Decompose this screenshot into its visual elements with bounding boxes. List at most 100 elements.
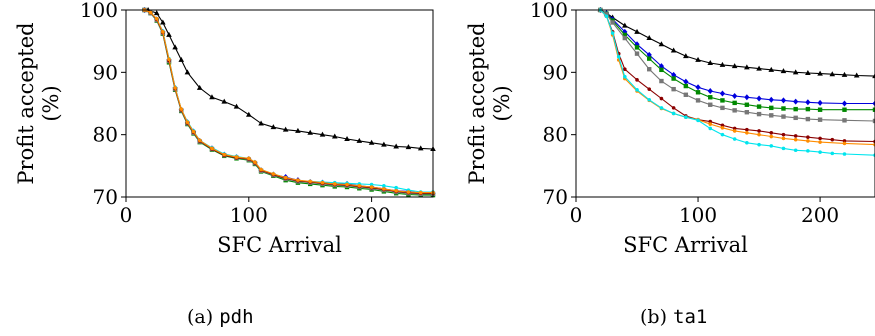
data-point [745,140,749,145]
data-point [320,180,325,185]
data-point [719,90,726,97]
data-point [296,178,300,182]
figure: 70 80 90 100 0 100 200 SFC Arrival Profit accept… [14,0,875,257]
data-point [222,152,227,157]
data-point [769,144,774,148]
y-tick-label: 70 [543,185,568,209]
data-point [418,190,423,195]
data-point [818,136,822,141]
data-point [793,115,798,121]
series-1 [576,7,875,107]
data-point [356,137,363,143]
data-point [283,175,288,180]
data-point [757,132,761,137]
series-1 [126,7,436,197]
data-point [757,142,761,147]
caption-a-code: pdh [219,306,254,328]
data-point [781,146,786,151]
data-point [659,106,664,110]
data-point [744,102,750,107]
data-point [695,98,701,103]
x-tick-label: 200 [353,203,391,227]
chart-panel-a: 70 80 90 100 0 100 200 SFC Arrival Profit accept… [14,0,436,257]
data-point [233,103,240,109]
data-point [167,57,171,62]
data-point [818,140,822,144]
data-point [161,30,165,34]
data-point [308,179,313,184]
data-point [331,133,338,139]
y-tick-label: 90 [93,60,118,84]
data-point [708,122,713,126]
series-3 [126,8,435,194]
data-point [842,152,847,156]
data-point [671,86,676,92]
data-point [185,120,190,124]
data-point [793,137,798,142]
data-point [148,10,153,15]
data-point [622,32,628,38]
data-point [872,118,875,124]
data-point [841,71,848,77]
data-point [793,148,798,153]
data-point [178,56,185,62]
data-point [720,126,725,130]
data-point [817,117,823,122]
data-point [853,72,860,78]
data-point [793,106,798,112]
data-point [818,150,822,154]
data-point [259,167,263,172]
data-point [622,22,628,28]
series-line [126,9,433,194]
data-point [610,20,615,25]
data-point [781,136,786,141]
data-point [720,123,725,128]
data-point [221,98,228,104]
data-point [405,144,412,150]
series-line [126,9,433,193]
data-point [696,118,700,123]
data-point [319,131,326,137]
data-point [635,78,639,82]
data-point [258,120,264,126]
data-point [671,76,676,81]
data-point [745,130,749,135]
data-point [635,87,639,92]
series-line [126,9,434,150]
y-axis-unit-label: (%) [39,85,63,121]
data-point [634,28,640,34]
data-point [683,78,689,85]
data-point [842,141,847,146]
x-tick-label: 200 [801,203,839,227]
data-point [646,35,653,41]
data-point [720,132,725,137]
data-point [659,67,664,73]
data-point [406,190,411,194]
data-point [684,115,688,120]
data-point [769,113,774,118]
data-point [683,83,689,89]
y-axis-label: Profit accepted [14,22,38,184]
data-point [732,129,737,133]
series-2 [576,7,875,112]
data-point [160,19,166,25]
data-point [756,104,762,109]
data-point [307,129,313,135]
data-point [246,111,252,117]
data-point [780,68,787,74]
caption-b-code: ta1 [673,306,708,328]
data-point [623,74,627,79]
data-point [768,66,775,72]
data-point [209,94,215,100]
data-point [210,146,214,151]
data-point [830,137,835,142]
data-point [394,185,398,190]
data-point [604,14,609,19]
data-point [332,182,337,186]
data-point [357,183,362,188]
data-point [745,127,749,132]
data-point [793,134,798,138]
data-point [646,51,652,58]
x-axis-label: SFC Arrival [217,233,342,257]
data-point [731,63,738,69]
